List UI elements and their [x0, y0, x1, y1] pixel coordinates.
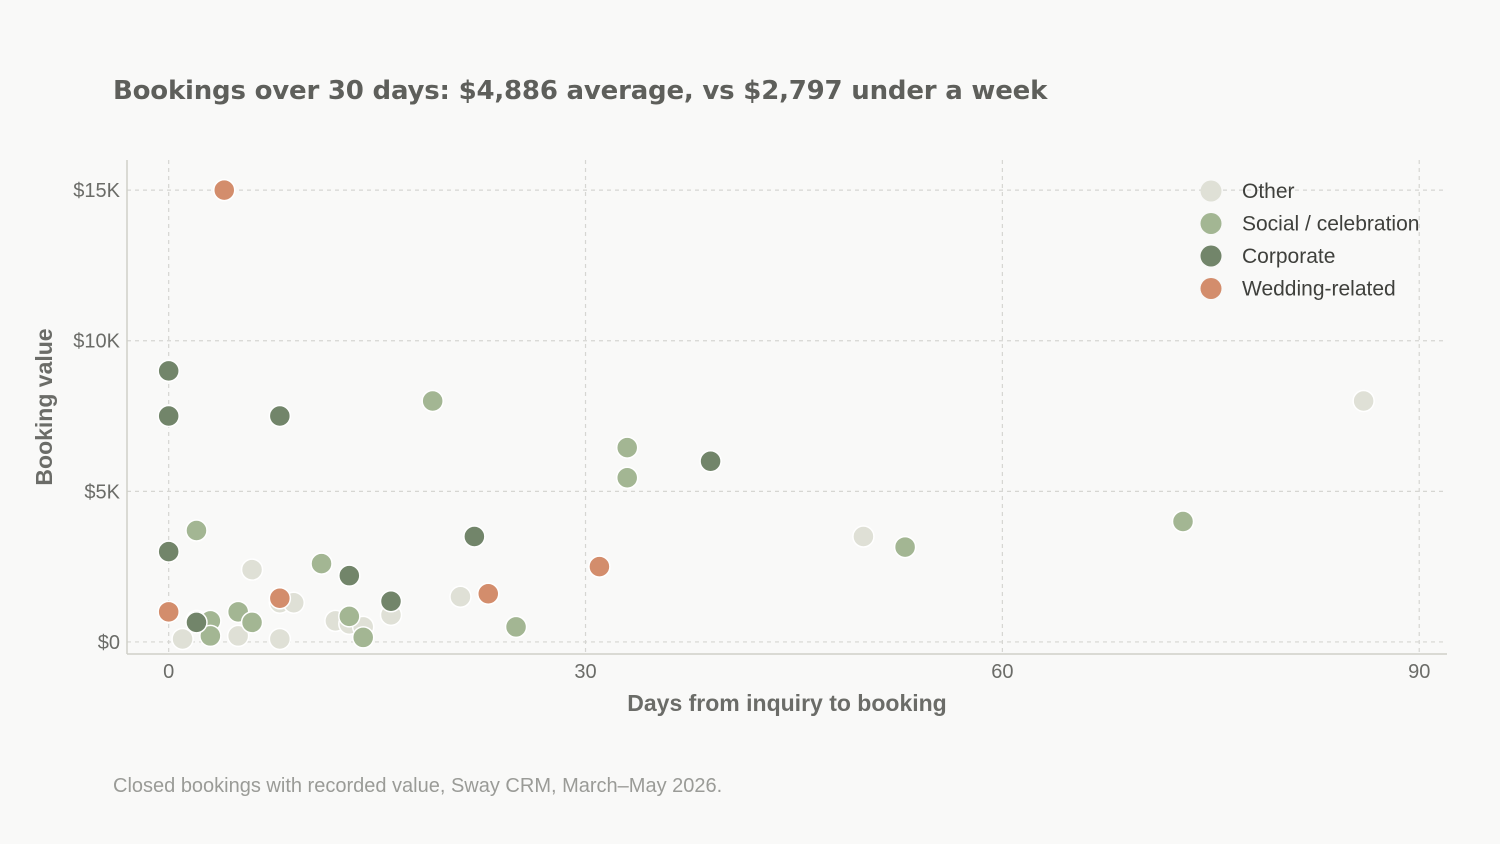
point-social-celebration	[351, 626, 375, 649]
point-corporate	[699, 449, 722, 473]
x-tick-label: 60	[991, 661, 1013, 683]
point-wedding-related	[157, 600, 180, 624]
legend-swatch-corporate	[1200, 245, 1222, 267]
legend-label-other: Other	[1242, 180, 1295, 203]
point-wedding-related	[213, 178, 236, 202]
legend-swatch-social-celebration	[1200, 213, 1222, 234]
point-social-celebration	[310, 552, 333, 575]
y-tick-label: $10K	[73, 331, 120, 353]
point-other	[268, 627, 292, 651]
chart-title: Bookings over 30 days: $4,886 average, v…	[113, 76, 1048, 106]
point-corporate	[463, 525, 486, 548]
point-corporate	[338, 564, 361, 587]
point-social-celebration	[893, 535, 917, 559]
legend-swatch-other	[1200, 180, 1222, 202]
legend-swatch-wedding-related	[1200, 278, 1222, 299]
point-social-celebration	[615, 436, 639, 459]
chart-caption: Closed bookings with recorded value, Swa…	[113, 775, 723, 797]
point-wedding-related	[588, 555, 611, 578]
x-tick-label: 0	[163, 661, 174, 683]
point-wedding-related	[477, 582, 500, 606]
y-tick-label: $15K	[73, 180, 120, 202]
point-social-celebration	[199, 624, 222, 648]
point-other	[1352, 389, 1375, 413]
point-social-celebration	[1171, 510, 1195, 533]
x-tick-label: 90	[1408, 661, 1430, 683]
y-axis-title: Booking value	[31, 328, 57, 485]
point-corporate	[157, 404, 180, 428]
point-social-celebration	[504, 615, 528, 639]
point-other	[171, 627, 194, 651]
legend-label-corporate: Corporate	[1242, 245, 1335, 268]
point-social-celebration	[185, 519, 208, 542]
point-wedding-related	[268, 587, 292, 610]
point-other	[449, 585, 472, 609]
point-corporate	[185, 611, 208, 634]
point-other	[226, 624, 250, 648]
y-tick-label: $5K	[84, 481, 120, 503]
x-axis-title: Days from inquiry to booking	[627, 690, 946, 716]
point-other	[852, 525, 875, 548]
point-corporate	[268, 404, 292, 428]
point-social-celebration	[338, 605, 361, 628]
legend-label-wedding-related: Wedding-related	[1242, 278, 1396, 301]
point-social-celebration	[421, 389, 444, 413]
point-corporate	[157, 540, 180, 563]
legend-label-social-celebration: Social / celebration	[1242, 213, 1419, 236]
point-social-celebration	[240, 611, 264, 634]
x-tick-label: 30	[574, 661, 596, 683]
point-corporate	[157, 359, 180, 383]
point-corporate	[379, 590, 403, 613]
y-tick-label: $0	[98, 632, 120, 654]
point-social-celebration	[615, 466, 639, 490]
point-other	[240, 558, 264, 581]
